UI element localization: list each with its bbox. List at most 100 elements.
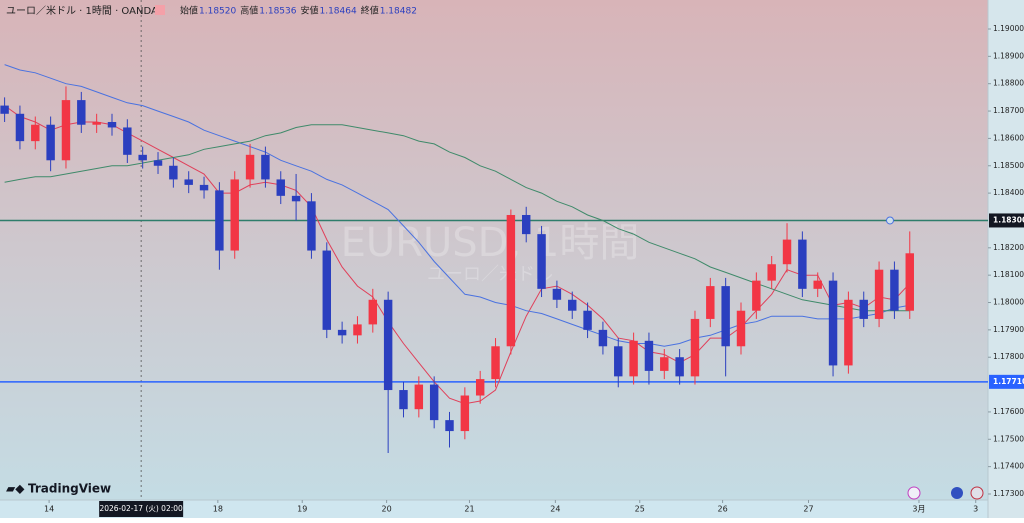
candle-body (399, 390, 408, 410)
time-axis (0, 500, 988, 518)
candle-body (828, 280, 838, 366)
ohlc-label: 安値 (300, 5, 318, 17)
crosshair-label-bg (99, 501, 184, 517)
candle-body (445, 420, 454, 432)
candle-body (491, 346, 500, 380)
candle-body (568, 299, 577, 311)
candle-body (752, 280, 761, 311)
candle-body (414, 384, 424, 410)
moving-average (4, 64, 910, 347)
candle-body (153, 160, 163, 166)
ohlc-label: 終値 (361, 5, 379, 17)
logo-mark: ▰◆ (6, 482, 25, 496)
y-tick-label: 1.18500 (993, 161, 1024, 170)
candle-body (905, 253, 914, 311)
watermark-sub: ユーロ／米ドル (427, 264, 553, 285)
candle-body (46, 124, 55, 161)
candle-body (721, 286, 730, 347)
candle-body (429, 384, 439, 421)
x-tick-label: 24 (550, 505, 560, 514)
candle-body (77, 100, 86, 125)
candle-body (874, 269, 884, 319)
candle-body (506, 214, 516, 347)
candle-body (460, 395, 470, 432)
candle-body (368, 299, 378, 325)
candle-body (245, 154, 255, 180)
candle-body (537, 234, 546, 289)
y-tick-label: 1.17300 (993, 489, 1024, 498)
candle-body (123, 127, 132, 155)
x-tick-label: 3 (973, 505, 978, 514)
candle-body (353, 324, 362, 336)
candle-body (782, 239, 792, 265)
candle-body (614, 346, 623, 377)
icon[interactable] (155, 5, 165, 15)
candle-body (15, 113, 25, 142)
candle-body (322, 250, 331, 330)
candle-body (276, 179, 285, 196)
candle-body (660, 357, 669, 371)
y-tick-label: 1.18000 (993, 298, 1024, 307)
y-tick-label: 1.18100 (993, 270, 1024, 279)
candle-body (629, 340, 638, 377)
y-tick-label: 1.18700 (993, 106, 1024, 115)
candle-body (107, 121, 117, 128)
candle-body (844, 299, 853, 366)
y-tick-label: 1.18400 (993, 188, 1024, 197)
candle-body (736, 310, 746, 347)
candle-body (199, 184, 209, 191)
candle-body (583, 310, 592, 330)
candle-body (675, 357, 684, 377)
candle-body (890, 269, 899, 311)
y-tick-label: 1.18600 (993, 133, 1024, 142)
candle-body (291, 195, 301, 202)
x-tick-label: 20 (382, 505, 392, 514)
ohlc-value: 1.18464 (319, 7, 356, 17)
flag-icon[interactable] (951, 487, 963, 499)
ohlc-label: 高値 (240, 5, 258, 17)
y-tick-label: 1.17400 (993, 462, 1024, 471)
candle-body (31, 124, 40, 142)
price-label-bg (989, 374, 1024, 389)
candle-body (184, 179, 193, 185)
candle-body (138, 154, 147, 161)
x-tick-label: 25 (635, 505, 645, 514)
candle-body (337, 329, 347, 336)
candle-body (475, 379, 485, 396)
flag-icon[interactable] (970, 486, 984, 500)
y-tick-label: 1.18900 (993, 51, 1024, 60)
crosshair-label: 2026-02-17 (火) 02:00 (99, 504, 183, 513)
ohlc-label: 始値 (180, 5, 198, 17)
ohlc-value: 1.18482 (380, 7, 417, 17)
logo: TradingView (28, 482, 111, 496)
ohlc-value: 1.18520 (199, 7, 236, 17)
y-tick-label: 1.17800 (993, 352, 1024, 361)
event-icon[interactable] (907, 486, 921, 500)
price-axis (988, 0, 1024, 518)
y-tick-label: 1.17500 (993, 434, 1024, 443)
x-tick-label: 21 (464, 505, 474, 514)
watermark: EURUSD, 1時間 (341, 220, 640, 266)
price-label: 1.18300 (993, 215, 1024, 224)
y-tick-label: 1.18800 (993, 79, 1024, 88)
plot-background (0, 0, 988, 500)
candle-body (61, 100, 71, 161)
x-tick-label: 3月 (912, 505, 925, 514)
symbol-title: ユーロ／米ドル · 1時間 · OANDA (6, 4, 158, 17)
y-tick-label: 1.19000 (993, 24, 1024, 33)
candle-body (859, 299, 868, 319)
line-handle (886, 216, 894, 225)
candle-body (798, 239, 807, 289)
candle-body (813, 280, 822, 289)
x-tick-label: 27 (803, 505, 813, 514)
candle-body (598, 329, 608, 347)
y-tick-label: 1.18200 (993, 243, 1024, 252)
plot (0, 0, 988, 500)
candle-body (230, 179, 239, 251)
candle-body (767, 264, 776, 281)
candle-body (215, 190, 224, 251)
price-label: 1.17710 (993, 377, 1024, 386)
candle-body (383, 299, 393, 391)
